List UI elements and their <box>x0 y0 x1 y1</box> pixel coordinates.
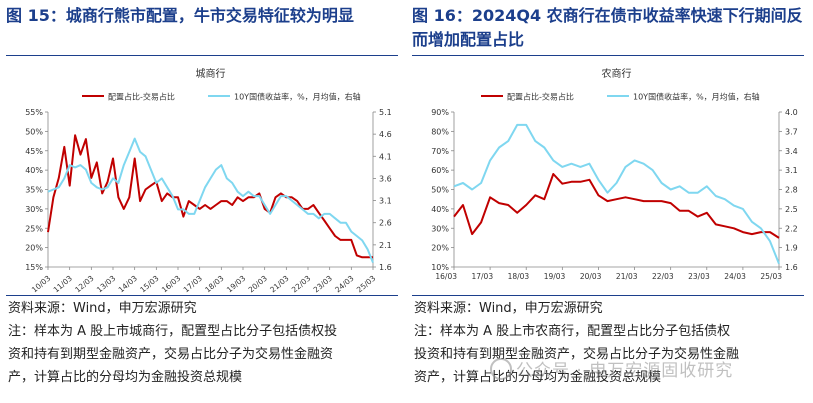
y-right-tick-label: 3.4 <box>785 147 798 156</box>
x-tick-label: 18/03 <box>508 272 530 281</box>
x-tick-label: 21/03 <box>268 273 291 294</box>
y-left-tick-label: 50% <box>25 127 43 136</box>
y-left-tick-label: 40% <box>25 166 43 175</box>
y-right-tick-label: 1.6 <box>785 263 798 272</box>
y-right-tick-label: 3.1 <box>785 166 798 175</box>
series-line-yield <box>47 137 374 263</box>
title-divider <box>412 55 804 56</box>
note-line-3: 产，计算占比的分母均为金融投资总规模 <box>8 370 243 385</box>
x-tick-label: 18/03 <box>203 273 226 294</box>
y-left-tick-label: 60% <box>431 166 449 175</box>
legend-label-ratio: 配置占比-交易占比 <box>507 92 574 102</box>
y-right-tick-label: 2.5 <box>785 205 798 214</box>
panel-city-banks: 图 15：城商行熊市配置，牛市交易特征较为明显 城商行配置占比-交易占比 10Y国… <box>0 0 400 403</box>
y-right-tick-label: 3.1 <box>379 197 392 206</box>
y-left-tick-label: 70% <box>431 147 449 156</box>
wechat-icon <box>490 358 512 380</box>
title-divider <box>6 55 398 56</box>
y-right-tick-label: 2.6 <box>379 219 392 228</box>
panel-rural-banks: 图 16：2024Q4 农商行在债市收益率快速下行期间反而增加配置占比 农商行配… <box>406 0 806 403</box>
y-right-tick-label: 2.1 <box>379 241 392 250</box>
series-line-ratio <box>453 173 780 239</box>
y-left-tick-label: 45% <box>25 147 43 156</box>
figure-title: 图 16：2024Q4 农商行在债市收益率快速下行期间反而增加配置占比 <box>412 6 803 49</box>
x-tick-label: 15/03 <box>138 273 161 294</box>
y-left-tick-label: 30% <box>431 224 449 233</box>
x-tick-label: 20/03 <box>580 272 602 281</box>
y-left-tick-label: 20% <box>431 244 449 253</box>
y-left-tick-label: 10% <box>431 263 449 272</box>
x-tick-label: 21/03 <box>616 272 638 281</box>
y-left-tick-label: 40% <box>431 205 449 214</box>
note-line-2: 资和持有到期型金融资产，交易占比分子为交易性金融资 <box>8 347 334 362</box>
y-right-tick-label: 2.8 <box>785 186 798 195</box>
y-right-tick-label: 1.9 <box>785 244 798 253</box>
x-tick-label: 25/03 <box>760 272 782 281</box>
y-right-tick-label: 3.7 <box>785 127 798 136</box>
x-tick-label: 13/03 <box>95 273 118 294</box>
x-tick-label: 25/03 <box>355 273 378 294</box>
watermark-text: 公众号 · 申万宏源固收研究 <box>516 361 734 381</box>
y-right-tick-label: 4.6 <box>379 130 392 139</box>
x-tick-label: 19/03 <box>544 272 566 281</box>
y-right-tick-label: 4.0 <box>785 108 798 117</box>
x-tick-label: 16/03 <box>435 272 457 281</box>
x-tick-label: 17/03 <box>182 273 205 294</box>
y-right-tick-label: 1.6 <box>379 263 392 272</box>
x-tick-label: 24/03 <box>333 273 356 294</box>
y-right-tick-label: 5.1 <box>379 108 392 117</box>
series-line-ratio <box>47 134 373 259</box>
x-tick-label: 20/03 <box>247 273 270 294</box>
x-tick-label: 16/03 <box>160 273 183 294</box>
x-tick-label: 19/03 <box>225 273 248 294</box>
y-left-tick-label: 50% <box>431 186 449 195</box>
legend-label-ratio: 配置占比-交易占比 <box>108 92 175 102</box>
chart-title: 农商行 <box>602 67 632 80</box>
note-line-1: 注：样本为 A 股上市农商行，配置型占比分子包括债权 <box>414 324 731 339</box>
y-left-tick-label: 80% <box>431 127 449 136</box>
x-tick-label: 12/03 <box>73 273 96 294</box>
y-left-tick-label: 15% <box>25 263 43 272</box>
x-tick-label: 17/03 <box>471 272 493 281</box>
source-line: 资料来源：Wind，申万宏源研究 <box>414 301 603 316</box>
source-divider <box>412 295 804 296</box>
x-tick-label: 14/03 <box>117 273 140 294</box>
x-tick-label: 11/03 <box>52 273 75 294</box>
x-tick-label: 22/03 <box>652 272 674 281</box>
source-divider <box>6 295 398 296</box>
note-line-1: 注：样本为 A 股上市城商行，配置型占比分子包括债权投 <box>8 324 338 339</box>
y-left-tick-label: 20% <box>25 244 43 253</box>
y-left-tick-label: 35% <box>25 186 43 195</box>
note-line-3: 资产，计算占比的分母均为金融投资总规模 <box>414 370 662 385</box>
x-tick-label: 24/03 <box>724 272 746 281</box>
legend-label-yield: 10Y国债收益率，%，月均值，右轴 <box>633 92 760 102</box>
y-right-tick-label: 3.6 <box>379 174 392 183</box>
y-left-tick-label: 30% <box>25 205 43 214</box>
y-left-tick-label: 90% <box>431 108 449 117</box>
figure-title: 图 15：城商行熊市配置，牛市交易特征较为明显 <box>6 6 354 25</box>
x-tick-label: 23/03 <box>312 273 335 294</box>
source-line: 资料来源：Wind，申万宏源研究 <box>8 301 197 316</box>
watermark: 公众号 · 申万宏源固收研究 <box>490 356 733 381</box>
y-left-tick-label: 25% <box>25 224 43 233</box>
y-right-tick-label: 2.2 <box>785 224 798 233</box>
series-line-yield <box>453 123 780 265</box>
x-tick-label: 10/03 <box>30 273 53 294</box>
y-right-tick-label: 4.1 <box>379 152 392 161</box>
y-left-tick-label: 55% <box>25 108 43 117</box>
legend-label-yield: 10Y国债收益率，%，月均值，右轴 <box>234 92 361 102</box>
x-tick-label: 23/03 <box>688 272 710 281</box>
x-tick-label: 22/03 <box>290 273 313 294</box>
chart-title: 城商行 <box>196 67 226 80</box>
